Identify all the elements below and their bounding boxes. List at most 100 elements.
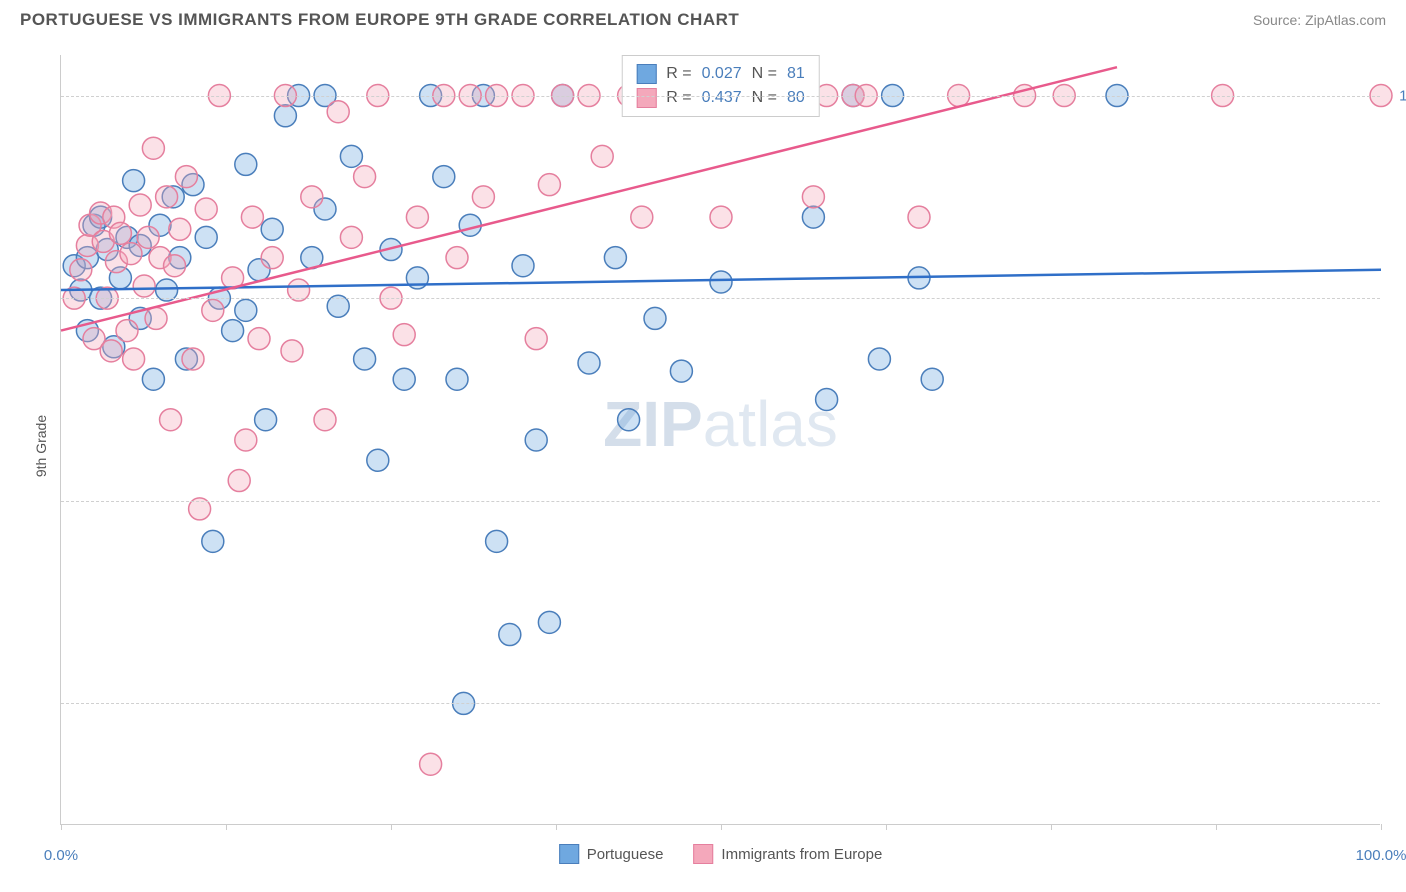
data-point — [129, 194, 151, 216]
data-point — [538, 611, 560, 633]
xtick-label: 0.0% — [44, 847, 78, 864]
xtick-label: 100.0% — [1356, 847, 1406, 864]
data-point — [241, 206, 263, 228]
data-point — [175, 166, 197, 188]
chart-plot-area: ZIPatlas R = 0.027 N = 81 R = 0.437 N = … — [60, 55, 1380, 825]
stats-legend-box: R = 0.027 N = 81 R = 0.437 N = 80 — [621, 55, 820, 117]
data-point — [631, 206, 653, 228]
gridline — [61, 501, 1380, 502]
data-point — [156, 186, 178, 208]
data-point — [604, 247, 626, 269]
data-point — [446, 368, 468, 390]
data-point — [921, 368, 943, 390]
data-point — [235, 153, 257, 175]
data-point — [301, 186, 323, 208]
xtick — [886, 824, 887, 830]
data-point — [235, 299, 257, 321]
data-point — [367, 449, 389, 471]
data-point — [327, 101, 349, 123]
xtick — [226, 824, 227, 830]
legend-item-2: Immigrants from Europe — [693, 844, 882, 864]
legend-swatch-2 — [693, 844, 713, 864]
data-point — [274, 105, 296, 127]
chart-header: PORTUGUESE VS IMMIGRANTS FROM EUROPE 9TH… — [0, 0, 1406, 35]
data-point — [446, 247, 468, 269]
data-point — [354, 348, 376, 370]
data-point — [222, 320, 244, 342]
data-point — [393, 324, 415, 346]
data-point — [182, 348, 204, 370]
data-point — [406, 206, 428, 228]
swatch-series-1 — [636, 64, 656, 84]
data-point — [591, 145, 613, 167]
gridline — [61, 96, 1380, 97]
data-point — [195, 226, 217, 248]
data-point — [644, 307, 666, 329]
data-point — [228, 470, 250, 492]
data-point — [908, 206, 930, 228]
data-point — [525, 429, 547, 451]
xtick — [391, 824, 392, 830]
xtick — [556, 824, 557, 830]
data-point — [123, 170, 145, 192]
data-point — [120, 243, 142, 265]
data-point — [195, 198, 217, 220]
data-point — [248, 328, 270, 350]
data-point — [710, 206, 732, 228]
data-point — [70, 259, 92, 281]
data-point — [420, 753, 442, 775]
ytick-label: 90.0% — [1390, 492, 1406, 509]
legend-item-1: Portuguese — [559, 844, 664, 864]
data-point — [486, 530, 508, 552]
xtick — [1216, 824, 1217, 830]
data-point — [202, 299, 224, 321]
data-point — [578, 352, 600, 374]
data-point — [340, 145, 362, 167]
chart-title: PORTUGUESE VS IMMIGRANTS FROM EUROPE 9TH… — [20, 10, 739, 30]
data-point — [164, 255, 186, 277]
data-point — [340, 226, 362, 248]
xtick — [1381, 824, 1382, 830]
data-point — [499, 624, 521, 646]
chart-source: Source: ZipAtlas.com — [1253, 12, 1386, 28]
data-point — [109, 222, 131, 244]
data-point — [169, 218, 191, 240]
data-point — [116, 320, 138, 342]
y-axis-label: 9th Grade — [33, 415, 49, 477]
data-point — [142, 368, 164, 390]
data-point — [393, 368, 415, 390]
data-point — [123, 348, 145, 370]
data-point — [433, 166, 455, 188]
data-point — [354, 166, 376, 188]
data-point — [618, 409, 640, 431]
xtick — [61, 824, 62, 830]
ytick-label: 95.0% — [1390, 290, 1406, 307]
data-point — [816, 388, 838, 410]
data-point — [868, 348, 890, 370]
stats-row-1: R = 0.027 N = 81 — [636, 64, 805, 84]
swatch-series-2 — [636, 88, 656, 108]
scatter-svg — [61, 55, 1380, 824]
data-point — [314, 409, 336, 431]
data-point — [235, 429, 257, 451]
data-point — [202, 530, 224, 552]
data-point — [133, 275, 155, 297]
data-point — [538, 174, 560, 196]
data-point — [137, 226, 159, 248]
data-point — [160, 409, 182, 431]
data-point — [802, 206, 824, 228]
data-point — [710, 271, 732, 293]
data-point — [261, 247, 283, 269]
gridline — [61, 703, 1380, 704]
data-point — [459, 214, 481, 236]
data-point — [472, 186, 494, 208]
data-point — [281, 340, 303, 362]
data-point — [145, 307, 167, 329]
data-point — [525, 328, 547, 350]
ytick-label: 85.0% — [1390, 695, 1406, 712]
data-point — [802, 186, 824, 208]
legend-swatch-1 — [559, 844, 579, 864]
stats-row-2: R = 0.437 N = 80 — [636, 88, 805, 108]
gridline — [61, 298, 1380, 299]
data-point — [512, 255, 534, 277]
